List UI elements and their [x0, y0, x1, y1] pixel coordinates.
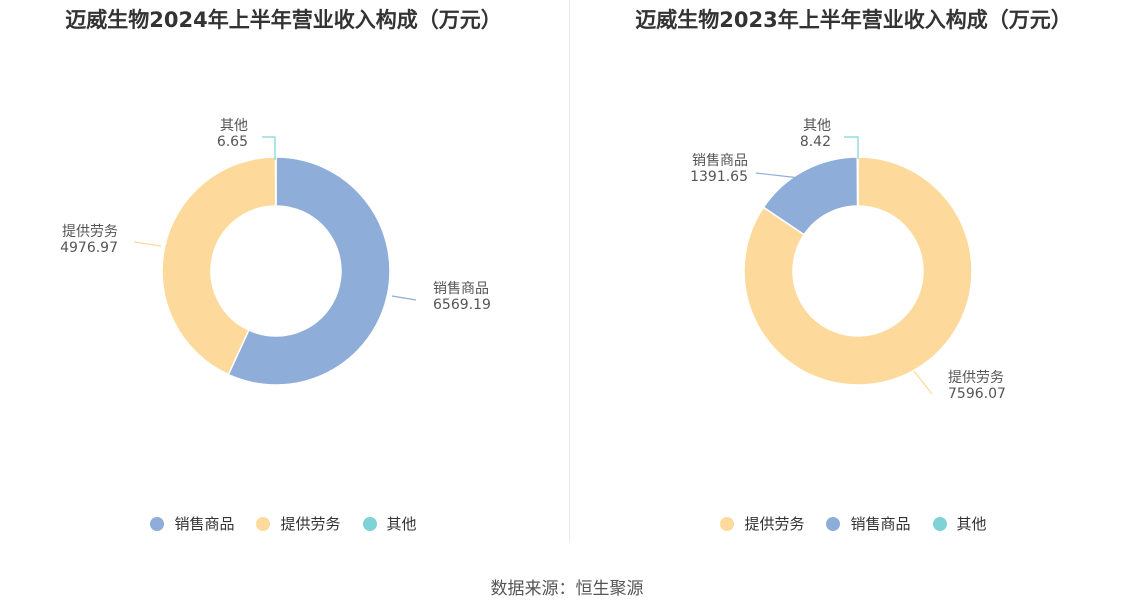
slice-label-value: 1391.65 [690, 169, 748, 185]
slice-label-name: 其他 [803, 118, 831, 134]
leader-line [913, 370, 933, 395]
slice-label-name: 其他 [220, 118, 248, 134]
chart-panel-2023: 迈威生物2023年上半年营业收入构成（万元） 提供劳务 7596.07 销售商品 13… [570, 0, 1134, 545]
slice-label-value: 7596.07 [948, 386, 1006, 402]
leader-line [391, 295, 417, 301]
legend-label: 提供劳务 [744, 515, 805, 533]
slice-label-value: 6569.19 [433, 297, 491, 313]
chart-title: 迈威生物2024年上半年营业收入构成（万元） [65, 8, 502, 32]
pie-slice-3 [856, 156, 859, 207]
leader-line [844, 136, 859, 159]
data-source: 数据来源：恒生聚源 [490, 579, 644, 599]
legend-dot-icon [720, 516, 735, 531]
legend-item[interactable]: 销售商品 [826, 513, 911, 534]
slice-label-name: 销售商品 [692, 153, 748, 169]
legend-label: 销售商品 [174, 515, 235, 533]
slice-label-name: 提供劳务 [948, 370, 1004, 386]
pie-slice-2 [161, 156, 277, 376]
legend-dot-icon [362, 516, 377, 531]
legend-item[interactable]: 其他 [932, 513, 987, 534]
legend-label: 其他 [386, 515, 417, 533]
legend-item[interactable]: 其他 [362, 513, 417, 534]
legend-label: 提供劳务 [280, 515, 341, 533]
leader-line [133, 241, 162, 247]
leader-line [755, 172, 801, 179]
slice-label-name: 销售商品 [433, 281, 489, 297]
legend-dot-icon [932, 516, 947, 531]
slice-label-value: 6.65 [217, 134, 248, 150]
chart-title: 迈威生物2023年上半年营业收入构成（万元） [635, 8, 1072, 32]
chart-panel-2024: 迈威生物2024年上半年营业收入构成（万元） 销售商品 6569.19 提供劳务 49… [0, 0, 567, 545]
pie-slice-1 [743, 156, 973, 386]
legend-dot-icon [150, 516, 165, 531]
legend-item[interactable]: 销售商品 [150, 513, 234, 534]
slice-label-name: 提供劳务 [62, 224, 118, 240]
legend-dot-icon [256, 516, 271, 531]
legend-dot-icon [826, 516, 841, 531]
pie-slice-1 [227, 156, 391, 386]
legend-label: 销售商品 [850, 515, 911, 533]
chart-legend: 提供劳务 销售商品 其他 [570, 513, 1134, 534]
slice-label-value: 4976.97 [60, 240, 118, 256]
legend-label: 其他 [956, 515, 987, 533]
leader-line [262, 136, 276, 160]
panel-divider [569, 0, 570, 542]
chart-legend: 销售商品 提供劳务 其他 [0, 513, 567, 534]
legend-item[interactable]: 提供劳务 [256, 513, 341, 534]
slice-label-value: 8.42 [800, 134, 831, 150]
legend-item[interactable]: 提供劳务 [720, 513, 804, 534]
